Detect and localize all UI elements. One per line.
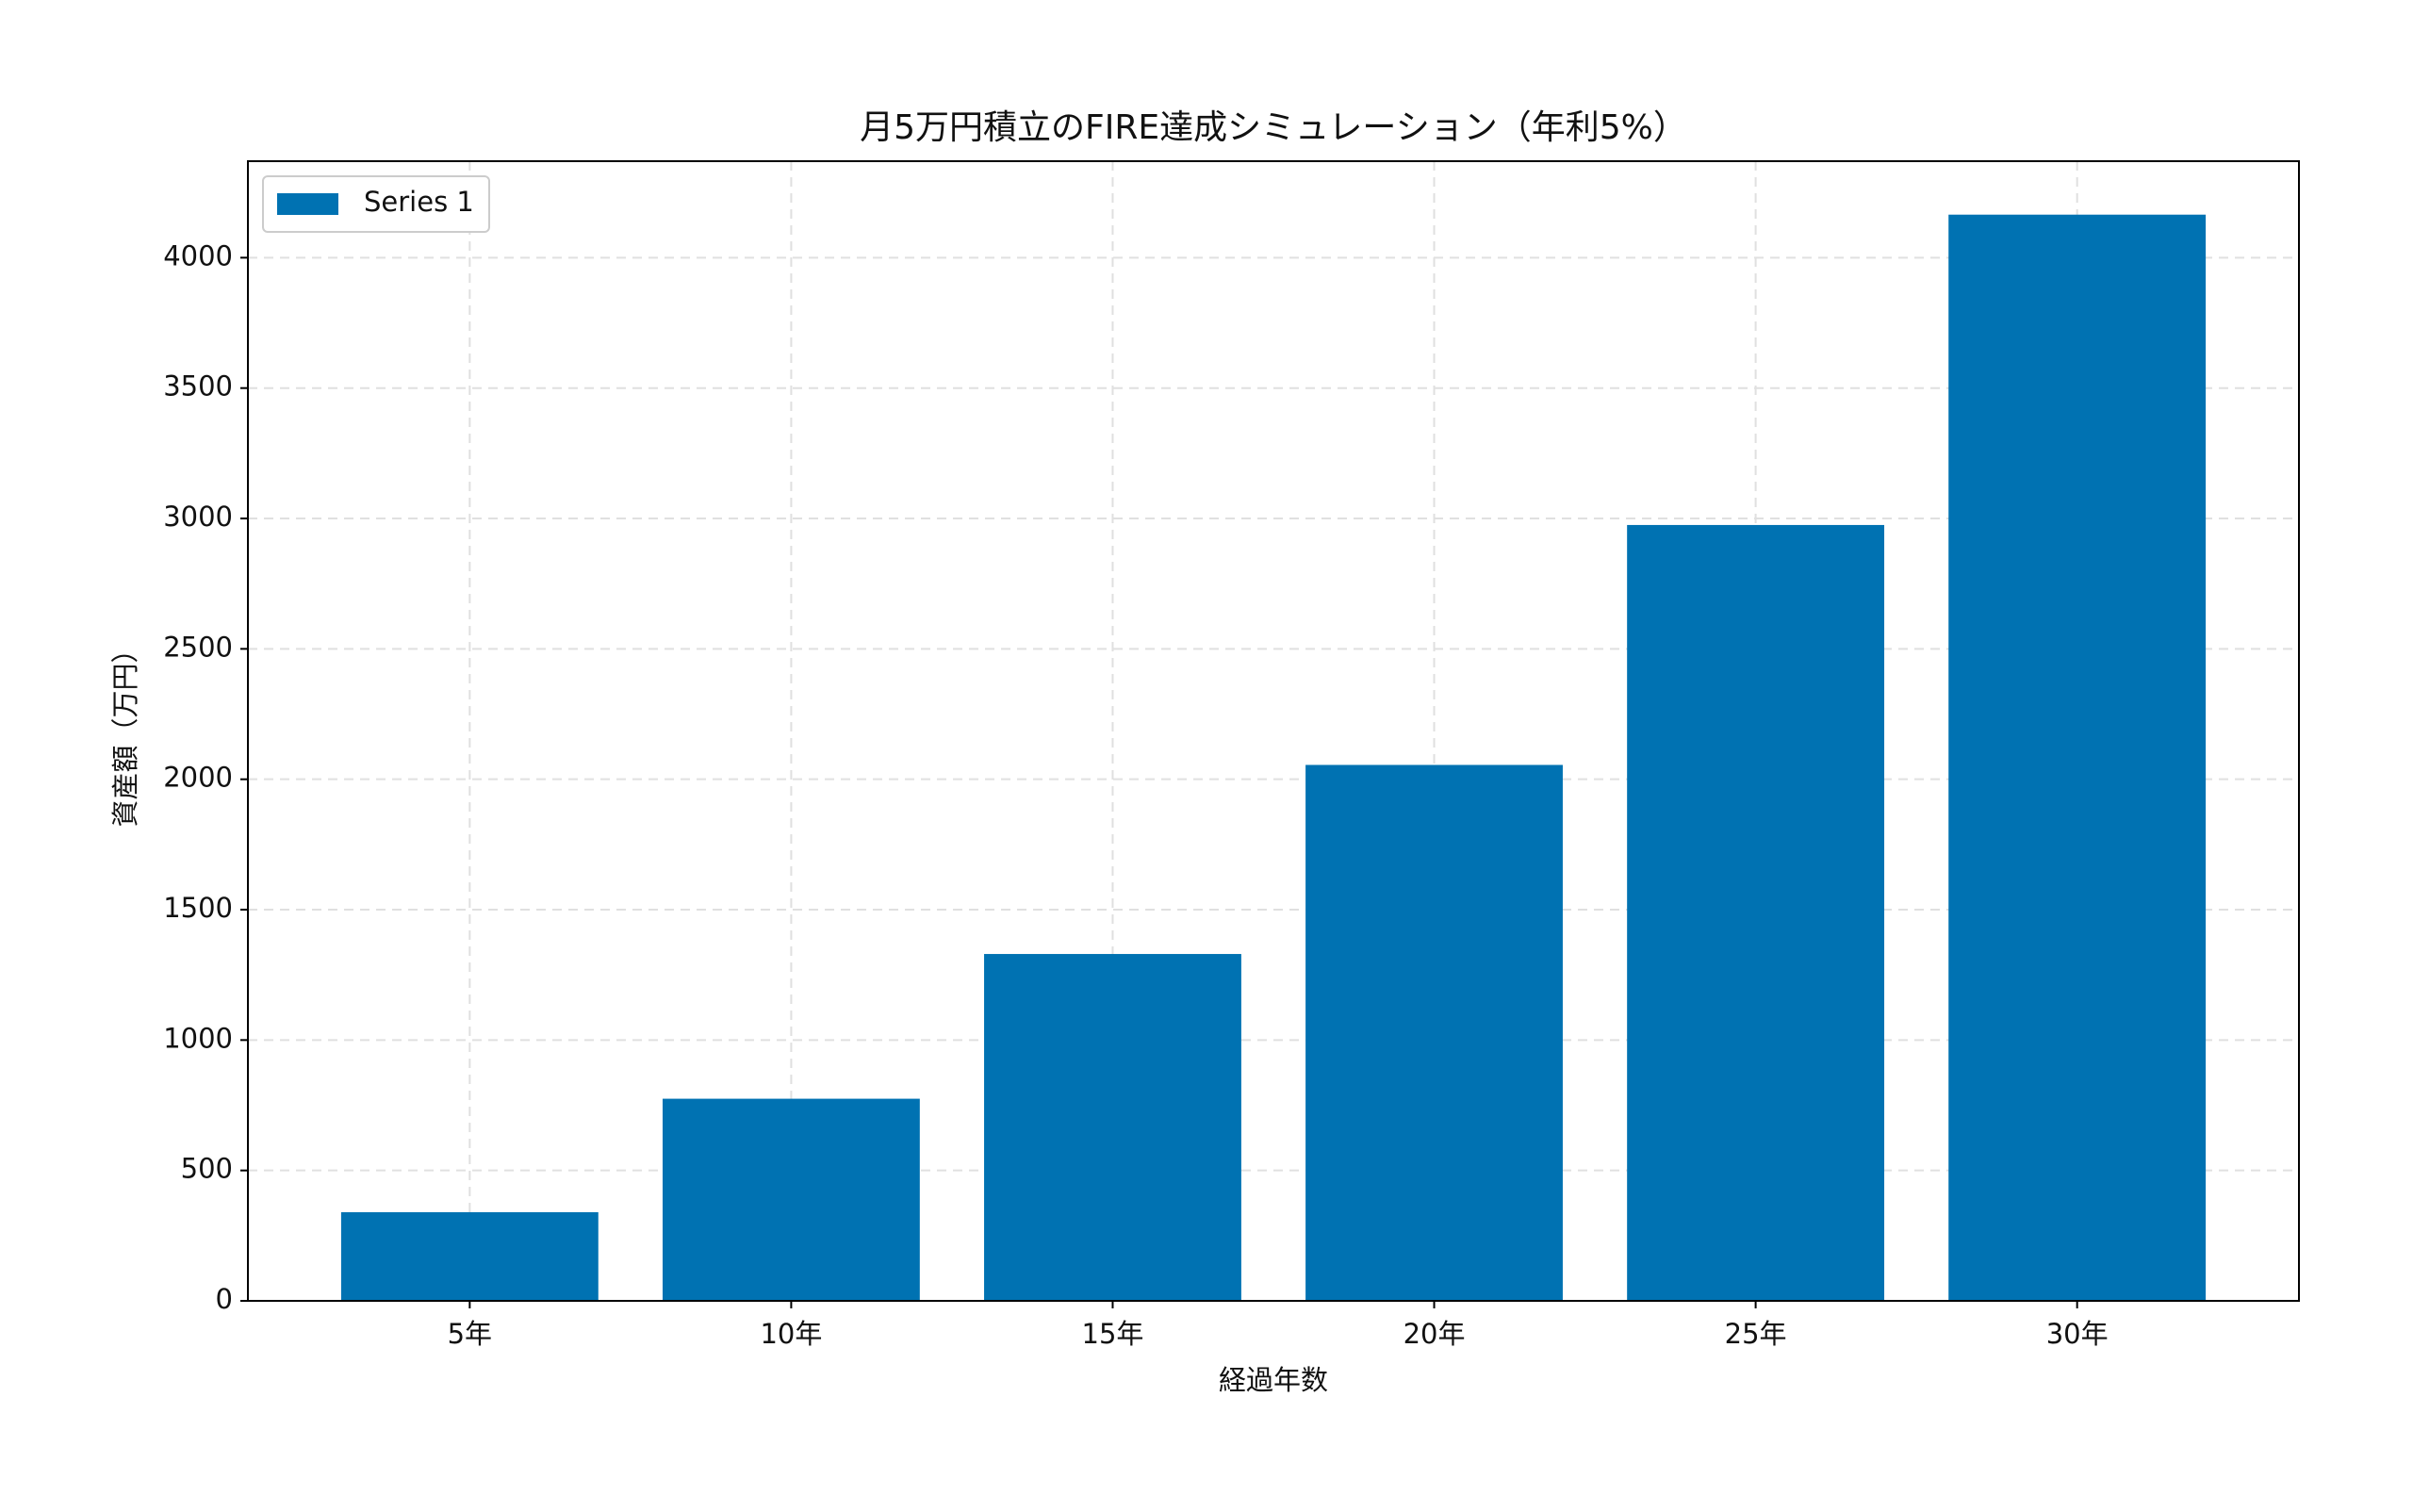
y-tick-label: 3500 — [163, 370, 233, 403]
y-tick-label: 3000 — [163, 501, 233, 533]
chart-title: 月5万円積立のFIRE達成シミュレーション（年利5%） — [860, 108, 1687, 147]
x-tick-label: 5年 — [448, 1318, 492, 1350]
y-tick-label: 1500 — [163, 892, 233, 924]
bar — [662, 1098, 920, 1301]
x-tick-label: 20年 — [1403, 1318, 1466, 1350]
x-tick-label: 25年 — [1725, 1318, 1787, 1350]
x-tick-label: 15年 — [1082, 1318, 1144, 1350]
bar — [340, 1211, 599, 1301]
bar — [984, 954, 1241, 1301]
y-tick-label: 4000 — [163, 239, 233, 271]
y-tick-label: 1000 — [163, 1022, 233, 1054]
legend-swatch — [277, 193, 338, 215]
y-tick-label: 2000 — [163, 762, 233, 794]
legend-box — [262, 175, 490, 233]
bar — [1627, 524, 1885, 1301]
y-tick-label: 500 — [181, 1153, 233, 1185]
y-tick-label: 2500 — [163, 631, 233, 663]
legend-label: Series 1 — [364, 186, 474, 218]
bar — [1305, 764, 1563, 1301]
x-tick-label: 30年 — [2046, 1318, 2109, 1350]
x-axis-label: 経過年数 — [1219, 1364, 1328, 1396]
y-tick-label: 0 — [216, 1283, 233, 1315]
y-axis-label: 資産額（万円） — [109, 635, 141, 827]
bar — [1948, 214, 2207, 1302]
plot-frame — [247, 160, 2300, 1302]
x-tick-label: 10年 — [760, 1318, 822, 1350]
